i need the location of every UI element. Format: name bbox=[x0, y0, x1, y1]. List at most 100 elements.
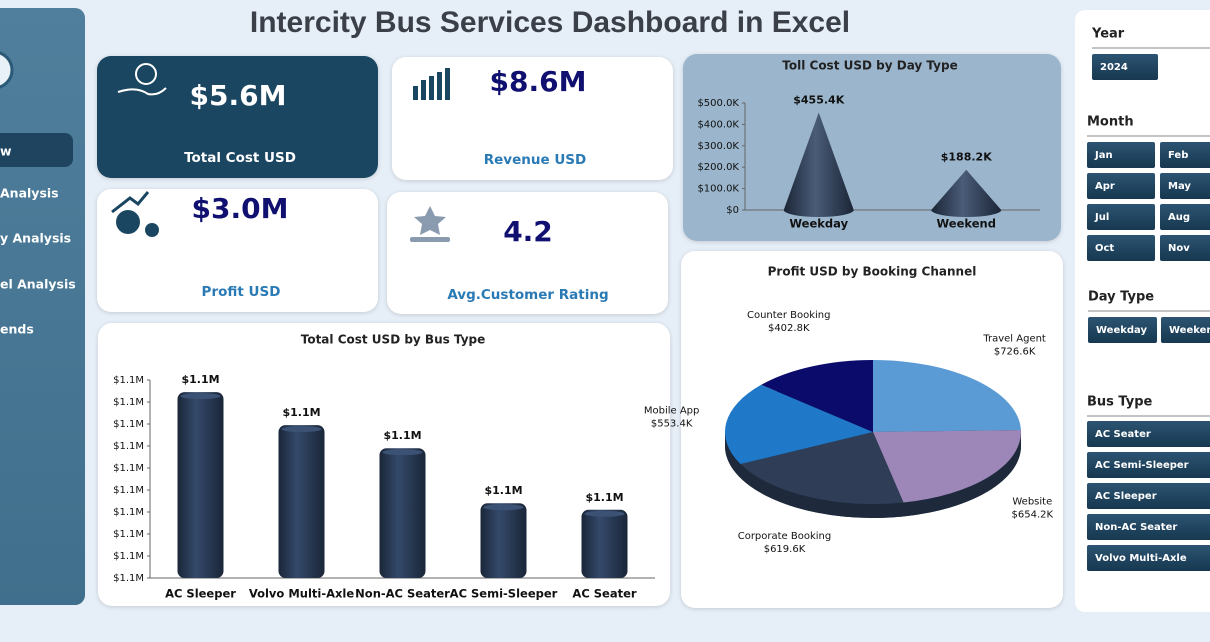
bar-top bbox=[281, 426, 322, 433]
label-category: Website bbox=[1012, 497, 1052, 508]
nav: w Analysis y Analysis el Analysis ends bbox=[0, 144, 76, 337]
kpi-value: $8.6M bbox=[490, 65, 587, 98]
bar-top bbox=[584, 510, 625, 517]
y-tick-label: $500.0K bbox=[697, 98, 739, 109]
slicer-button[interactable] bbox=[1087, 173, 1155, 199]
label-value: $619.6K bbox=[764, 544, 806, 555]
bar-top bbox=[180, 393, 221, 400]
y-tick-label: $1.1M bbox=[113, 485, 144, 496]
slicer-title: Bus Type bbox=[1087, 395, 1153, 410]
kpi-value: $5.6M bbox=[190, 79, 287, 112]
label-value: $726.6K bbox=[994, 347, 1036, 358]
value-label: $1.1M bbox=[282, 406, 320, 419]
slicer-item[interactable]: Apr bbox=[1095, 181, 1115, 192]
y-tick-label: $1.1M bbox=[113, 419, 144, 430]
slicer-button[interactable] bbox=[1088, 317, 1157, 343]
data-label: Travel Agent $726.6K bbox=[982, 334, 1046, 358]
bar-top bbox=[382, 449, 423, 456]
y-tick-label: $1.1M bbox=[113, 441, 144, 452]
logo bbox=[0, 51, 14, 89]
value-label: $1.1M bbox=[181, 373, 219, 386]
label-value: $402.8K bbox=[768, 323, 810, 334]
slicer-item[interactable]: Volvo Multi-Axle bbox=[1095, 553, 1187, 564]
slicer-button[interactable] bbox=[1087, 452, 1210, 478]
slicer-item[interactable]: Weekday bbox=[1096, 325, 1147, 336]
slicer-button[interactable] bbox=[1087, 483, 1210, 509]
y-tick-label: $1.1M bbox=[113, 375, 144, 386]
pie-slice bbox=[740, 432, 904, 504]
label-value: $654.2K bbox=[1012, 510, 1054, 521]
y-tick-label: $200.0K bbox=[697, 162, 739, 173]
chart-title: Toll Cost USD by Day Type bbox=[782, 59, 957, 73]
y-tick-label: $1.1M bbox=[113, 573, 144, 584]
y-tick-label: $100.0K bbox=[697, 184, 739, 195]
x-tick-label: Volvo Multi-Axle bbox=[249, 587, 355, 601]
slicer-button[interactable] bbox=[1087, 545, 1210, 571]
kpi-card bbox=[97, 189, 378, 312]
slicer-button[interactable] bbox=[1092, 54, 1158, 80]
value-label: $1.1M bbox=[383, 429, 421, 442]
x-tick-label: Non-AC Seater bbox=[355, 587, 450, 601]
slicer-button[interactable] bbox=[1160, 173, 1210, 199]
slicer-item[interactable]: AC Seater bbox=[1095, 429, 1151, 440]
dashboard-title: Intercity Bus Services Dashboard in Exce… bbox=[250, 6, 850, 39]
slicer-item[interactable]: AC Sleeper bbox=[1095, 491, 1157, 502]
data-label: Corporate Booking $619.6K bbox=[738, 531, 832, 555]
profit-icon bbox=[111, 191, 159, 237]
slicer-item[interactable]: Non-AC Seater bbox=[1095, 522, 1177, 533]
slicer-button[interactable] bbox=[1160, 142, 1210, 168]
x-tick-label: AC Seater bbox=[572, 587, 636, 601]
slicer-button[interactable] bbox=[1160, 235, 1210, 261]
slicer-button[interactable] bbox=[1087, 421, 1210, 447]
slicer-title: Month bbox=[1087, 115, 1134, 130]
slicer-item[interactable]: Oct bbox=[1095, 243, 1114, 254]
nav-item[interactable]: w bbox=[0, 144, 12, 159]
kpi-value: 4.2 bbox=[503, 215, 553, 248]
slicer-item[interactable]: 2024 bbox=[1100, 62, 1128, 73]
slicer-item[interactable]: Weekend bbox=[1169, 325, 1210, 336]
slicer-item[interactable]: Aug bbox=[1168, 212, 1190, 223]
slicer-button[interactable] bbox=[1161, 317, 1210, 343]
x-tick-label: Weekday bbox=[789, 217, 848, 231]
nav-item[interactable]: el Analysis bbox=[0, 277, 76, 292]
nav-item[interactable]: y Analysis bbox=[0, 231, 71, 246]
kpi-label: Revenue USD bbox=[484, 152, 586, 168]
chart-title: Total Cost USD by Bus Type bbox=[301, 333, 486, 347]
nav-panel bbox=[0, 8, 85, 605]
chart-panel bbox=[683, 54, 1061, 241]
pie-slice bbox=[761, 360, 873, 432]
kpi-value: $3.0M bbox=[192, 192, 289, 225]
kpis: $5.6M Total Cost USD $8.6M Revenue USD $3.0M… bbox=[184, 65, 609, 303]
slicer-button[interactable] bbox=[1160, 204, 1210, 230]
x-tick-label: AC Sleeper bbox=[165, 587, 236, 601]
rating-icon bbox=[410, 206, 450, 242]
slicer-item[interactable]: Jan bbox=[1094, 150, 1113, 161]
bar bbox=[480, 503, 527, 578]
kpi-card bbox=[387, 192, 668, 314]
pie-slice bbox=[873, 430, 1021, 503]
slicer-button[interactable] bbox=[1087, 204, 1155, 230]
data-label: Website $654.2K bbox=[1012, 497, 1054, 521]
slicer-item[interactable]: Feb bbox=[1168, 150, 1188, 161]
money-icon bbox=[117, 63, 167, 96]
slicer-item[interactable]: Jul bbox=[1094, 212, 1109, 223]
y-tick-label: $300.0K bbox=[697, 141, 739, 152]
slicer-button[interactable] bbox=[1087, 142, 1155, 168]
pie-slice bbox=[725, 384, 873, 465]
revenue-icon bbox=[413, 68, 450, 100]
cone-bar bbox=[783, 112, 854, 218]
slicer-item[interactable]: AC Semi-Sleeper bbox=[1095, 460, 1189, 471]
nav-item[interactable]: Analysis bbox=[0, 186, 59, 201]
slicer-button[interactable] bbox=[1087, 514, 1210, 540]
bar bbox=[379, 448, 426, 578]
slicer-button[interactable] bbox=[1087, 235, 1155, 261]
slicer-item[interactable]: Nov bbox=[1168, 243, 1190, 254]
nav-active bbox=[0, 133, 73, 167]
value-label: $455.4K bbox=[793, 94, 844, 107]
slicer-title: Day Type bbox=[1088, 290, 1154, 305]
slicer-item[interactable]: May bbox=[1168, 181, 1191, 192]
y-tick-label: $400.0K bbox=[697, 119, 739, 130]
nav-item[interactable]: ends bbox=[0, 322, 34, 337]
